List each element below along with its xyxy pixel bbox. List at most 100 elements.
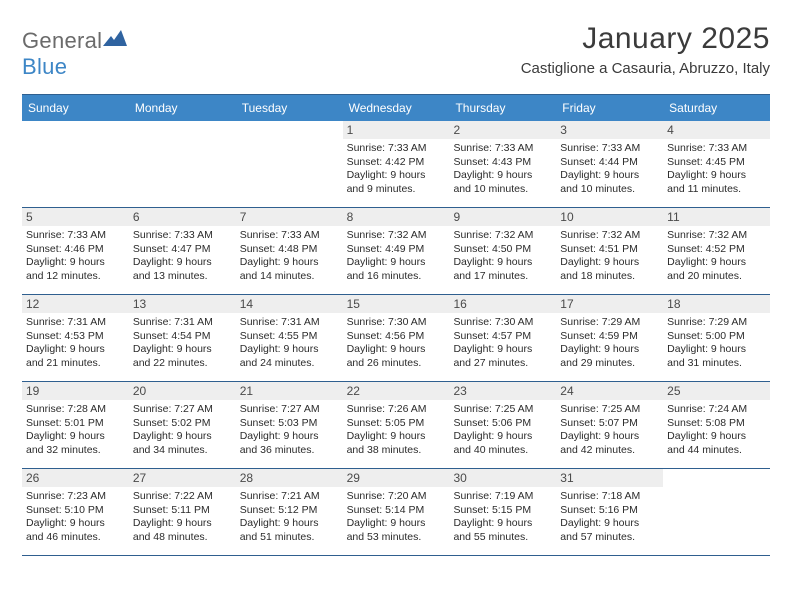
sunset-line: Sunset: 4:55 PM xyxy=(240,330,339,344)
calendar-cell: 6Sunrise: 7:33 AMSunset: 4:47 PMDaylight… xyxy=(129,208,236,294)
daylight-line-1: Daylight: 9 hours xyxy=(26,430,125,444)
brand-name-b: Blue xyxy=(22,54,67,79)
day-number: 27 xyxy=(129,469,236,487)
daylight-line-1: Daylight: 9 hours xyxy=(133,256,232,270)
sunset-line: Sunset: 4:51 PM xyxy=(560,243,659,257)
daylight-line-1: Daylight: 9 hours xyxy=(453,256,552,270)
location-subtitle: Castiglione a Casauria, Abruzzo, Italy xyxy=(521,60,770,77)
day-number: 17 xyxy=(556,295,663,313)
sunrise-line: Sunrise: 7:32 AM xyxy=(667,229,766,243)
day-number: 25 xyxy=(663,382,770,400)
day-number: 15 xyxy=(343,295,450,313)
daylight-line-1: Daylight: 9 hours xyxy=(240,517,339,531)
calendar-cell: 13 Sunrise: 7:31 AMSunset: 4:54 PMDayligh… xyxy=(129,295,236,381)
daylight-line-1: Daylight: 9 hours xyxy=(133,517,232,531)
day-details: Sunrise: 7:33 AMSunset: 4:48 PMDaylight:… xyxy=(240,229,339,284)
dow-wednesday: Wednesday xyxy=(343,95,450,121)
day-number: 21 xyxy=(236,382,343,400)
daylight-line-2: and 17 minutes. xyxy=(453,270,552,284)
day-details: Sunrise: 7:33 AMSunset: 4:47 PMDaylight:… xyxy=(133,229,232,284)
day-details: Sunrise: 7:23 AMSunset: 5:10 PMDaylight:… xyxy=(26,490,125,545)
day-number: 18 xyxy=(663,295,770,313)
daylight-line-2: and 13 minutes. xyxy=(133,270,232,284)
daylight-line-2: and 46 minutes. xyxy=(26,531,125,545)
day-number: 28 xyxy=(236,469,343,487)
calendar-week: 19Sunrise: 7:28 AMSunset: 5:01 PMDayligh… xyxy=(22,382,770,469)
calendar-cell: 12Sunrise: 7:31 AMSunset: 4:53 PMDayligh… xyxy=(22,295,129,381)
sunset-line: Sunset: 4:49 PM xyxy=(347,243,446,257)
sunrise-line: Sunrise: 7:21 AM xyxy=(240,490,339,504)
daylight-line-1: Daylight: 9 hours xyxy=(347,256,446,270)
sunset-line: Sunset: 5:12 PM xyxy=(240,504,339,518)
calendar-cell: 17Sunrise: 7:29 AMSunset: 4:59 PMDayligh… xyxy=(556,295,663,381)
dow-sunday: Sunday xyxy=(22,95,129,121)
sunset-line: Sunset: 5:07 PM xyxy=(560,417,659,431)
day-number: 30 xyxy=(449,469,556,487)
dow-friday: Friday xyxy=(556,95,663,121)
day-details: Sunrise: 7:22 AMSunset: 5:11 PMDaylight:… xyxy=(133,490,232,545)
calendar-cell: 20Sunrise: 7:27 AMSunset: 5:02 PMDayligh… xyxy=(129,382,236,468)
sunrise-line: Sunrise: 7:27 AM xyxy=(133,403,232,417)
calendar-cell: 18Sunrise: 7:29 AMSunset: 5:00 PMDayligh… xyxy=(663,295,770,381)
daylight-line-1: Daylight: 9 hours xyxy=(560,343,659,357)
sunrise-line: Sunrise: 7:32 AM xyxy=(347,229,446,243)
sunrise-line: Sunrise: 7:31 AM xyxy=(240,316,339,330)
sunrise-line: Sunrise: 7:33 AM xyxy=(240,229,339,243)
sunrise-line: Sunrise: 7:19 AM xyxy=(453,490,552,504)
day-number: 13 xyxy=(129,295,236,313)
brand-name-a: General xyxy=(22,28,102,53)
sunset-line: Sunset: 4:48 PM xyxy=(240,243,339,257)
day-details: Sunrise: 7:31 AMSunset: 4:54 PMDaylight:… xyxy=(133,316,232,371)
sunset-line: Sunset: 4:54 PM xyxy=(133,330,232,344)
calendar-cell: 27 Sunrise: 7:22 AMSunset: 5:11 PMDayligh… xyxy=(129,469,236,555)
calendar-week: 5 Sunrise: 7:33 AMSunset: 4:46 PMDaylight… xyxy=(22,208,770,295)
calendar-cell xyxy=(663,469,770,555)
dow-saturday: Saturday xyxy=(663,95,770,121)
sunset-line: Sunset: 4:44 PM xyxy=(560,156,659,170)
sunset-line: Sunset: 5:02 PM xyxy=(133,417,232,431)
daylight-line-1: Daylight: 9 hours xyxy=(26,343,125,357)
day-details: Sunrise: 7:32 AMSunset: 4:52 PMDaylight:… xyxy=(667,229,766,284)
calendar-cell: 28 Sunrise: 7:21 AMSunset: 5:12 PMDayligh… xyxy=(236,469,343,555)
day-number: 8 xyxy=(343,208,450,226)
daylight-line-1: Daylight: 9 hours xyxy=(347,169,446,183)
day-details: Sunrise: 7:25 AMSunset: 5:06 PMDaylight:… xyxy=(453,403,552,458)
sunrise-line: Sunrise: 7:25 AM xyxy=(560,403,659,417)
day-number: 11 xyxy=(663,208,770,226)
daylight-line-2: and 22 minutes. xyxy=(133,357,232,371)
sunset-line: Sunset: 5:16 PM xyxy=(560,504,659,518)
sunset-line: Sunset: 4:53 PM xyxy=(26,330,125,344)
day-details: Sunrise: 7:31 AMSunset: 4:55 PMDaylight:… xyxy=(240,316,339,371)
calendar-cell: 24Sunrise: 7:25 AMSunset: 5:07 PMDayligh… xyxy=(556,382,663,468)
sunset-line: Sunset: 5:01 PM xyxy=(26,417,125,431)
daylight-line-1: Daylight: 9 hours xyxy=(453,517,552,531)
calendar-cell: 7Sunrise: 7:33 AMSunset: 4:48 PMDaylight… xyxy=(236,208,343,294)
calendar-week: 12Sunrise: 7:31 AMSunset: 4:53 PMDayligh… xyxy=(22,295,770,382)
calendar-cell: 23Sunrise: 7:25 AMSunset: 5:06 PMDayligh… xyxy=(449,382,556,468)
daylight-line-2: and 38 minutes. xyxy=(347,444,446,458)
sunset-line: Sunset: 5:08 PM xyxy=(667,417,766,431)
sunrise-line: Sunrise: 7:33 AM xyxy=(453,142,552,156)
brand-logo: General Blue xyxy=(22,22,127,80)
day-details: Sunrise: 7:27 AMSunset: 5:02 PMDaylight:… xyxy=(133,403,232,458)
daylight-line-2: and 31 minutes. xyxy=(667,357,766,371)
daylight-line-1: Daylight: 9 hours xyxy=(133,430,232,444)
sunset-line: Sunset: 4:42 PM xyxy=(347,156,446,170)
sunrise-line: Sunrise: 7:30 AM xyxy=(347,316,446,330)
sunrise-line: Sunrise: 7:18 AM xyxy=(560,490,659,504)
sunrise-line: Sunrise: 7:33 AM xyxy=(26,229,125,243)
day-details: Sunrise: 7:30 AMSunset: 4:56 PMDaylight:… xyxy=(347,316,446,371)
daylight-line-1: Daylight: 9 hours xyxy=(667,430,766,444)
day-details: Sunrise: 7:33 AMSunset: 4:44 PMDaylight:… xyxy=(560,142,659,197)
day-number: 5 xyxy=(22,208,129,226)
sunrise-line: Sunrise: 7:31 AM xyxy=(26,316,125,330)
daylight-line-1: Daylight: 9 hours xyxy=(240,343,339,357)
day-details: Sunrise: 7:32 AMSunset: 4:50 PMDaylight:… xyxy=(453,229,552,284)
day-details: Sunrise: 7:20 AMSunset: 5:14 PMDaylight:… xyxy=(347,490,446,545)
day-number: 19 xyxy=(22,382,129,400)
daylight-line-1: Daylight: 9 hours xyxy=(667,169,766,183)
sunrise-line: Sunrise: 7:26 AM xyxy=(347,403,446,417)
day-details: Sunrise: 7:33 AMSunset: 4:46 PMDaylight:… xyxy=(26,229,125,284)
calendar-cell: 14Sunrise: 7:31 AMSunset: 4:55 PMDayligh… xyxy=(236,295,343,381)
sunset-line: Sunset: 4:57 PM xyxy=(453,330,552,344)
